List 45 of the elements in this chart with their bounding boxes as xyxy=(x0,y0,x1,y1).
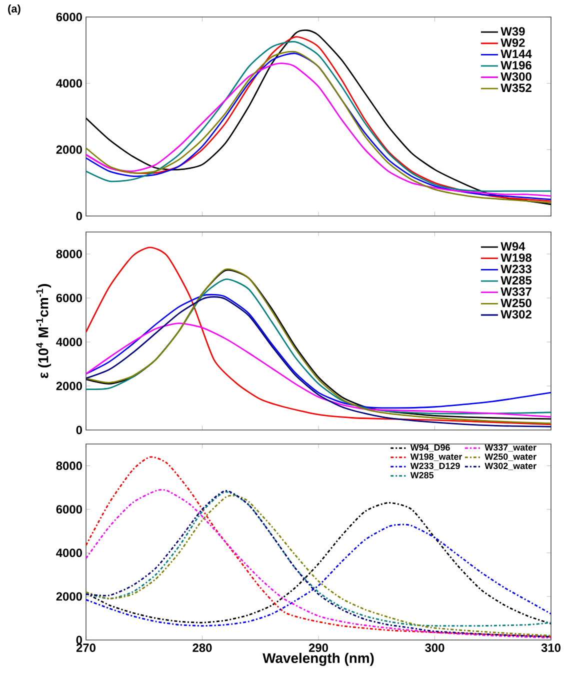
y-tick-label: 4000 xyxy=(56,548,82,558)
y-tick-label: 2000 xyxy=(56,382,82,390)
y-tick-label: 2000 xyxy=(56,592,82,601)
y-tick-label: 0 xyxy=(76,426,82,434)
x-tick-label: 290 xyxy=(308,644,328,652)
y-tick-label: 4000 xyxy=(56,79,82,88)
legend-label: W39 xyxy=(500,27,525,36)
y-tick-label: 0 xyxy=(76,636,82,644)
y-tick-label: 8000 xyxy=(56,250,82,258)
x-tick-label: 280 xyxy=(192,644,212,652)
legend-label: W302 xyxy=(500,310,532,319)
legend-label: W196 xyxy=(500,61,532,70)
legend-label: W144 xyxy=(500,50,532,58)
x-tick-label: 310 xyxy=(541,644,560,652)
y-tick-label: 2000 xyxy=(56,145,82,154)
y-tick-label: 6000 xyxy=(56,505,82,514)
y-axis-title: ε (10$^{4}$ M$^{-1}$cm$^{-1}$) xyxy=(36,284,51,378)
legend-label: W198_water xyxy=(410,453,462,461)
legend-label: W94_D96 xyxy=(410,444,450,452)
x-tick-label: 300 xyxy=(424,644,444,652)
y-tick-label: 8000 xyxy=(56,462,82,470)
legend-label: W337 xyxy=(500,287,532,296)
legend-label: W337_water xyxy=(484,444,536,452)
y-tick-label: 6000 xyxy=(56,294,82,302)
legend-label: W94 xyxy=(500,242,526,251)
line-series xyxy=(86,524,551,627)
legend-label: W285 xyxy=(500,276,532,285)
legend-label: W198 xyxy=(500,253,532,262)
legend-label: W92 xyxy=(500,38,525,47)
x-tick-label: 270 xyxy=(76,644,96,652)
x-axis-title: Wavelength (nm) xyxy=(262,652,374,666)
y-tick-label: 0 xyxy=(76,212,82,220)
legend-label: W250 xyxy=(500,298,532,308)
y-tick-label: 4000 xyxy=(56,338,82,346)
legend-label: W352 xyxy=(500,84,532,92)
legend-label: W250_water xyxy=(484,453,536,461)
legend-label: W233 xyxy=(500,264,532,274)
line-series xyxy=(86,322,551,418)
y-tick-label: 6000 xyxy=(56,12,82,22)
legend-label: W233_D129 xyxy=(410,462,460,470)
legend-label: W302_water xyxy=(484,462,536,470)
legend-label: W285 xyxy=(410,472,434,478)
line-series xyxy=(86,296,551,428)
legend-label: W300 xyxy=(500,72,532,81)
text: (a) xyxy=(8,4,20,15)
